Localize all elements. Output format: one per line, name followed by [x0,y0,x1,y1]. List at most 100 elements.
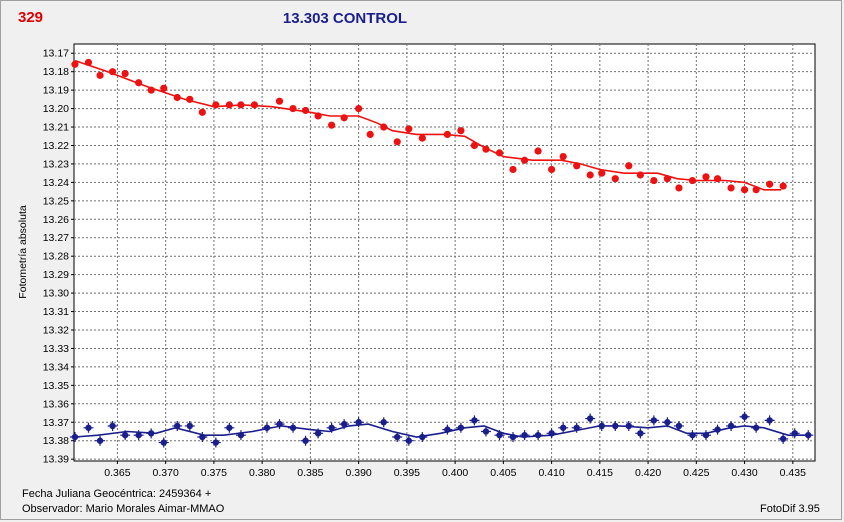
x-tick-label: 0.425 [683,467,709,479]
data-point-cross [83,422,94,433]
data-point [250,101,259,109]
data-point-cross [455,422,466,433]
y-tick-label: 13.17 [43,48,69,60]
y-tick-label: 13.20 [43,103,69,115]
data-point-cross [417,432,428,443]
data-point [418,134,426,142]
data-point [380,123,388,131]
x-tick-label: 0.380 [249,467,275,479]
data-point [702,173,710,181]
data-point-cross [571,422,582,433]
y-tick-label: 13.19 [43,85,69,97]
data-point [713,175,722,183]
data-point-cross [353,417,364,428]
data-point [752,186,760,194]
data-point-cross [700,430,711,441]
data-point-cross [339,419,350,430]
data-point-cross [95,435,106,446]
series-layer [69,58,814,448]
y-tick-label: 13.37 [43,417,69,429]
data-point [96,71,104,79]
data-point-cross [558,422,569,433]
data-point [457,127,465,135]
data-point-cross [778,433,789,444]
y-tick-label: 13.26 [43,214,69,226]
data-point-cross [751,422,762,433]
y-tick-label: 13.23 [43,158,69,170]
data-point [328,121,336,129]
y-tick-label: 13.25 [43,195,69,207]
data-point [225,101,233,109]
x-tick-label: 0.420 [635,467,661,479]
data-point [598,169,606,177]
data-point-cross [789,428,800,439]
data-point-cross [687,430,698,441]
trend-line [74,59,782,191]
data-point [160,84,168,92]
jd-label: Fecha Juliana Geocéntrica: 2459364 + [22,488,212,500]
y-tick-label: 13.30 [43,288,69,300]
data-point-cross [533,430,544,441]
data-point-cross [494,430,505,441]
data-point [611,175,619,183]
data-point-cross [635,428,646,439]
software-version: FotoDif 3.95 [760,503,820,515]
data-point [688,176,697,185]
x-axis: 0.365 0.370 0.375 0.380 0.385 0.390 0.395 0.400… [104,461,806,479]
data-point [186,95,194,103]
data-point [573,162,581,170]
data-point [147,86,155,94]
x-tick-label: 0.375 [201,467,227,479]
data-point [509,165,517,174]
data-point-cross [803,430,814,441]
data-point-cross [184,420,195,431]
data-point [173,93,181,102]
data-point-cross [274,419,285,430]
data-point-cross [326,422,337,433]
data-point [470,141,479,150]
data-point-cross [585,413,596,424]
y-tick-label: 13.29 [43,269,69,281]
data-point-cross [235,430,246,441]
data-point [198,108,206,116]
data-point-cross [469,415,480,426]
data-point-cross [288,422,299,433]
data-point-cross [197,432,208,443]
data-point [212,101,220,109]
data-point [663,175,671,183]
data-point-cross [107,420,118,431]
y-tick-label: 13.24 [43,177,69,189]
y-tick-label: 13.38 [43,435,69,447]
data-point-cross [210,437,221,448]
data-point-cross [442,424,453,435]
data-point [275,97,284,105]
data-point [675,184,683,192]
data-point [366,130,374,139]
data-point [625,162,633,170]
data-point [766,180,774,188]
data-point [71,60,79,68]
data-point-cross [623,420,634,431]
data-point-cross [739,411,750,422]
data-point [135,79,143,87]
data-point [586,171,594,179]
data-point [405,125,413,133]
data-point [443,130,451,139]
x-tick-label: 0.410 [538,467,564,479]
y-tick-label: 13.28 [43,251,69,263]
data-point [727,184,735,192]
data-point-cross [378,417,389,428]
y-tick-label: 13.34 [43,361,69,373]
data-point [393,138,401,146]
data-point-cross [172,420,183,431]
data-point-cross [519,430,530,441]
x-tick-label: 0.400 [442,467,468,479]
data-point-cross [673,420,684,431]
y-axis: 13.17 13.18 13.19 13.20 13.21 13.22 13.23 13.24… [43,48,74,466]
data-point [650,176,658,185]
data-point [482,145,490,153]
data-point [301,106,310,115]
x-tick-label: 0.390 [345,467,371,479]
data-point-cross [546,428,557,439]
data-point [84,58,93,67]
